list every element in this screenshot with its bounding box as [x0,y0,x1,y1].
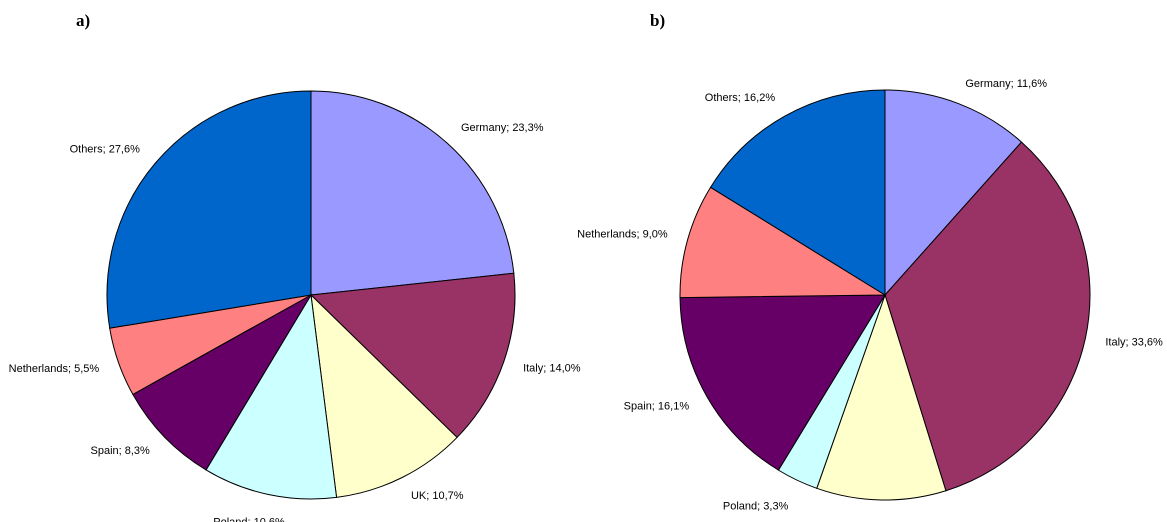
pie-slice [132,293,313,471]
pie-slice [309,272,516,439]
pie-slice [709,89,886,296]
pie-slice [205,293,338,500]
data-label: Others; 16,2% [705,92,776,104]
data-label: Netherlands; 9,0% [577,229,668,241]
data-label: UK; 10,7% [411,490,464,502]
pie-slice [884,141,1091,492]
data-label: Germany; 23,3% [461,122,544,134]
pie-slice [816,293,947,501]
data-label: Netherlands; 5,5% [9,363,100,375]
data-label: Germany; 11,6% [965,78,1047,90]
data-label: Poland; 10,6% [213,516,285,522]
pie-slice [884,89,1023,297]
panel-title: b) [650,11,665,30]
data-label: Italy; 33,6% [1105,337,1163,349]
pie-slice [679,294,886,471]
pie-slice [106,90,312,329]
data-label: Italy; 14,0% [523,362,581,374]
pie-slice [679,186,887,299]
data-label: Poland; 3,3% [723,501,789,513]
pie-slice [310,293,458,498]
pie-slice [310,90,515,296]
data-label: Spain; 8,3% [91,445,151,457]
data-label: Spain; 16,1% [624,401,690,413]
panel-title: a) [76,11,90,30]
data-label: Others; 27,6% [70,144,141,156]
